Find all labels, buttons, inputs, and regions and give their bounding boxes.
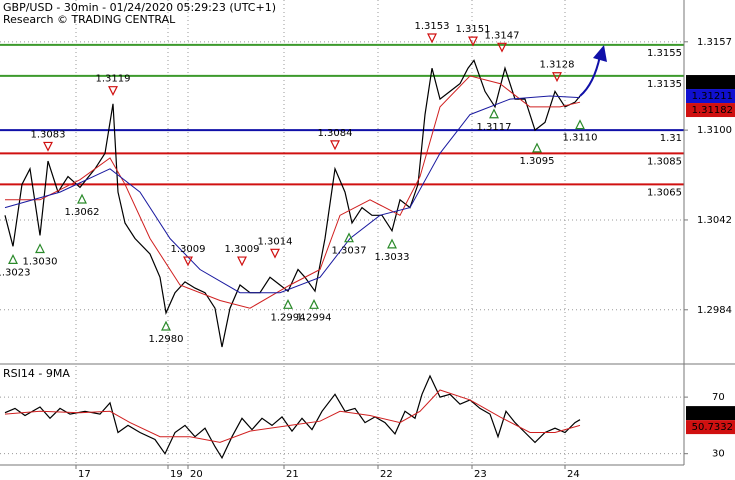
annotation-marker (183, 256, 193, 267)
last-value-label: 50.7332 (692, 422, 733, 433)
y-tick-label: 1.3042 (697, 215, 732, 226)
series-line (4, 59, 581, 348)
annotation-marker (270, 248, 280, 259)
annotation-label: 1.3110 (563, 133, 598, 144)
projection-arrowhead (593, 45, 607, 62)
x-tick-label: 19 (170, 469, 183, 480)
y-tick-label: 1.3100 (697, 125, 732, 136)
y-tick-label: 30 (712, 449, 725, 460)
last-value-label: 1.31182 (692, 105, 733, 116)
annotation-label: 1.3062 (65, 207, 100, 218)
chart-title: GBP/USD - 30min - 01/24/2020 05:29:23 (U… (3, 1, 276, 14)
last-value-label: 1.3122 (698, 77, 733, 88)
annotation-marker (283, 298, 293, 309)
annotation-label: 1.3023 (0, 267, 31, 278)
series-line (4, 374, 581, 460)
level-label: 1.3065 (647, 187, 682, 198)
annotation-label: 1.3119 (96, 74, 131, 85)
last-value-label: 53.7489 (692, 408, 733, 419)
annotation-marker (468, 36, 478, 47)
x-tick-label: 20 (190, 469, 203, 480)
annotation-label: 1.3037 (332, 246, 367, 257)
annotation-marker (35, 243, 45, 254)
projection-arrow (579, 55, 601, 97)
y-tick-label: 1.3157 (697, 37, 732, 48)
annotation-label: 1.3014 (258, 236, 293, 247)
annotation-label: 1.3030 (23, 257, 58, 268)
annotation-marker (387, 238, 397, 249)
annotation-label: 1.2994 (297, 312, 332, 323)
annotation-label: 1.3033 (375, 252, 410, 263)
level-label: 1.3135 (647, 79, 682, 90)
annotation-label: 1.3128 (540, 60, 575, 71)
annotation-marker (77, 193, 87, 204)
annotation-label: 1.3095 (520, 156, 555, 167)
annotation-marker (497, 42, 507, 53)
last-value-box (686, 406, 735, 421)
level-label: 1.3085 (647, 156, 682, 167)
annotation-marker (489, 108, 499, 119)
annotation-label: 1.3084 (318, 128, 353, 139)
annotation-label: 1.2980 (149, 334, 184, 345)
level-label: 1.31 (660, 133, 682, 144)
last-value-label: 1.31211 (692, 91, 733, 102)
annotation-marker (8, 254, 18, 264)
annotation-label: 1.3153 (415, 21, 450, 32)
annotation-marker (161, 320, 171, 331)
annotation-marker (427, 33, 437, 44)
x-tick-label: 23 (474, 469, 487, 480)
annotation-marker (575, 119, 585, 130)
annotation-marker (43, 141, 53, 152)
x-tick-label: 21 (286, 469, 299, 480)
annotation-marker (344, 232, 354, 243)
annotation-label: 1.3151 (456, 24, 491, 35)
last-value-box (686, 89, 735, 104)
chart-subtitle: Research © TRADING CENTRAL (3, 13, 176, 26)
series-line (5, 75, 581, 309)
annotation-marker (532, 142, 542, 153)
annotation-marker (108, 86, 118, 97)
annotation-label: 1.3117 (477, 122, 512, 133)
annotation-marker (330, 140, 340, 151)
annotation-label: 1.3083 (31, 129, 66, 140)
annotation-marker (237, 256, 247, 267)
last-value-box (686, 420, 735, 435)
last-value-box (686, 75, 735, 90)
annotation-label: 1.2994 (271, 312, 306, 323)
series-line (4, 95, 581, 294)
series-line (4, 389, 581, 443)
annotation-marker (309, 298, 319, 309)
annotation-label: 1.3009 (225, 244, 260, 255)
annotation-label: 1.3009 (171, 244, 206, 255)
x-tick-label: 24 (567, 469, 580, 480)
panel-title: RSI14 - 9MA (3, 367, 70, 380)
x-tick-label: 22 (380, 469, 393, 480)
annotation-marker (552, 72, 562, 83)
y-tick-label: 1.2984 (697, 305, 732, 316)
y-tick-label: 70 (712, 392, 725, 403)
level-label: 1.3155 (647, 48, 682, 59)
last-value-box (686, 103, 735, 118)
annotation-label: 1.3147 (485, 30, 520, 41)
x-tick-label: 17 (78, 469, 91, 480)
